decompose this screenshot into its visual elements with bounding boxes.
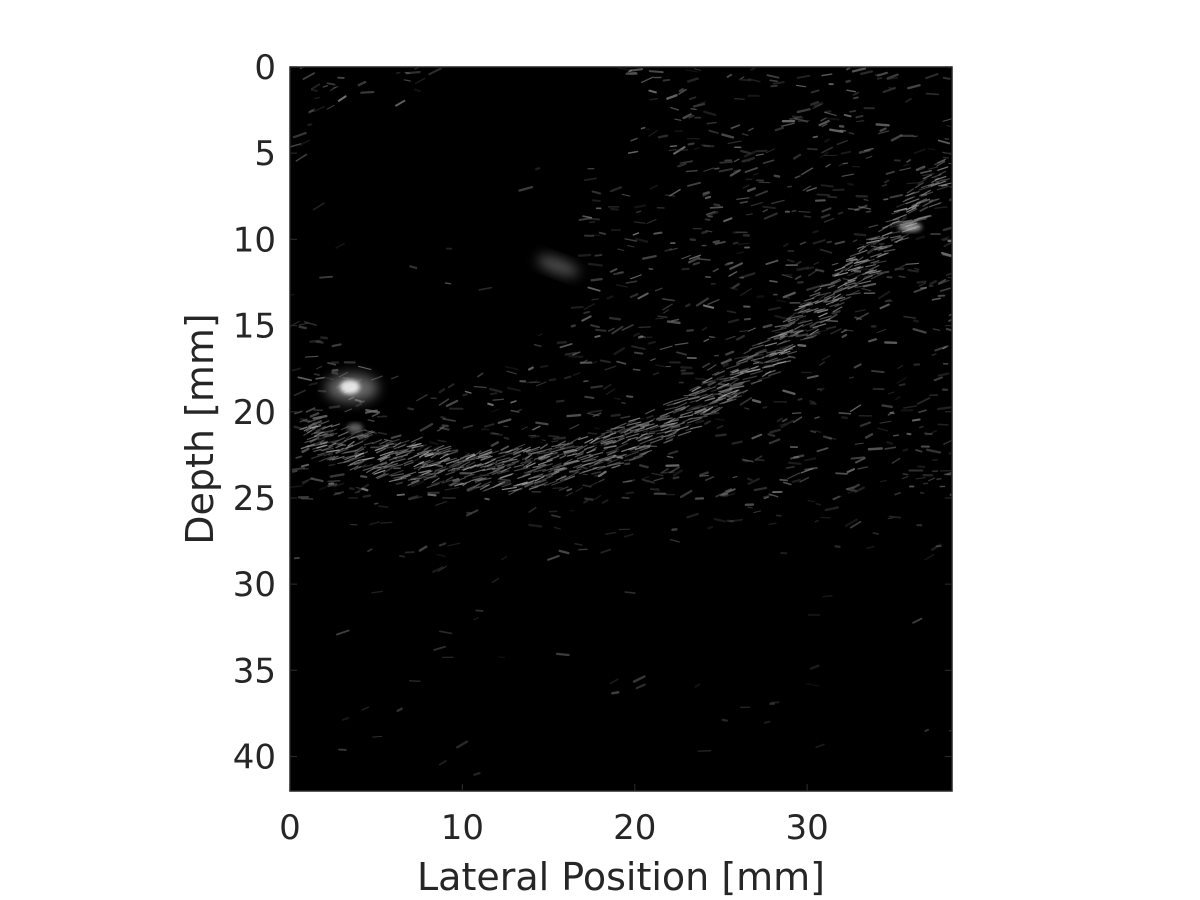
image-background bbox=[290, 67, 952, 791]
y-tick-label: 15 bbox=[233, 307, 276, 347]
y-tick-label: 20 bbox=[233, 393, 276, 433]
y-tick-label: 0 bbox=[254, 48, 276, 88]
y-axis-ticks: 0 5 10 15 20 25 30 35 40 bbox=[233, 48, 952, 778]
x-tick-label: 20 bbox=[613, 808, 656, 848]
y-tick-label: 30 bbox=[233, 565, 276, 605]
y-tick-label: 35 bbox=[233, 651, 276, 691]
x-tick-label: 0 bbox=[279, 808, 301, 848]
x-axis-ticks: 0 10 20 30 bbox=[279, 784, 829, 848]
speckle-texture bbox=[290, 67, 952, 776]
bright-reflectors bbox=[326, 222, 922, 433]
x-tick-label: 10 bbox=[441, 808, 484, 848]
y-tick-label: 5 bbox=[254, 134, 276, 174]
axes-frame bbox=[289, 66, 953, 792]
x-axis-label: Lateral Position [mm] bbox=[417, 855, 825, 899]
x-tick-label: 30 bbox=[786, 808, 829, 848]
ultrasound-image bbox=[290, 67, 952, 791]
y-axis-label: Depth [mm] bbox=[178, 313, 222, 545]
y-tick-label: 25 bbox=[233, 479, 276, 519]
y-tick-label: 10 bbox=[233, 220, 276, 260]
y-tick-label: 40 bbox=[233, 738, 276, 778]
